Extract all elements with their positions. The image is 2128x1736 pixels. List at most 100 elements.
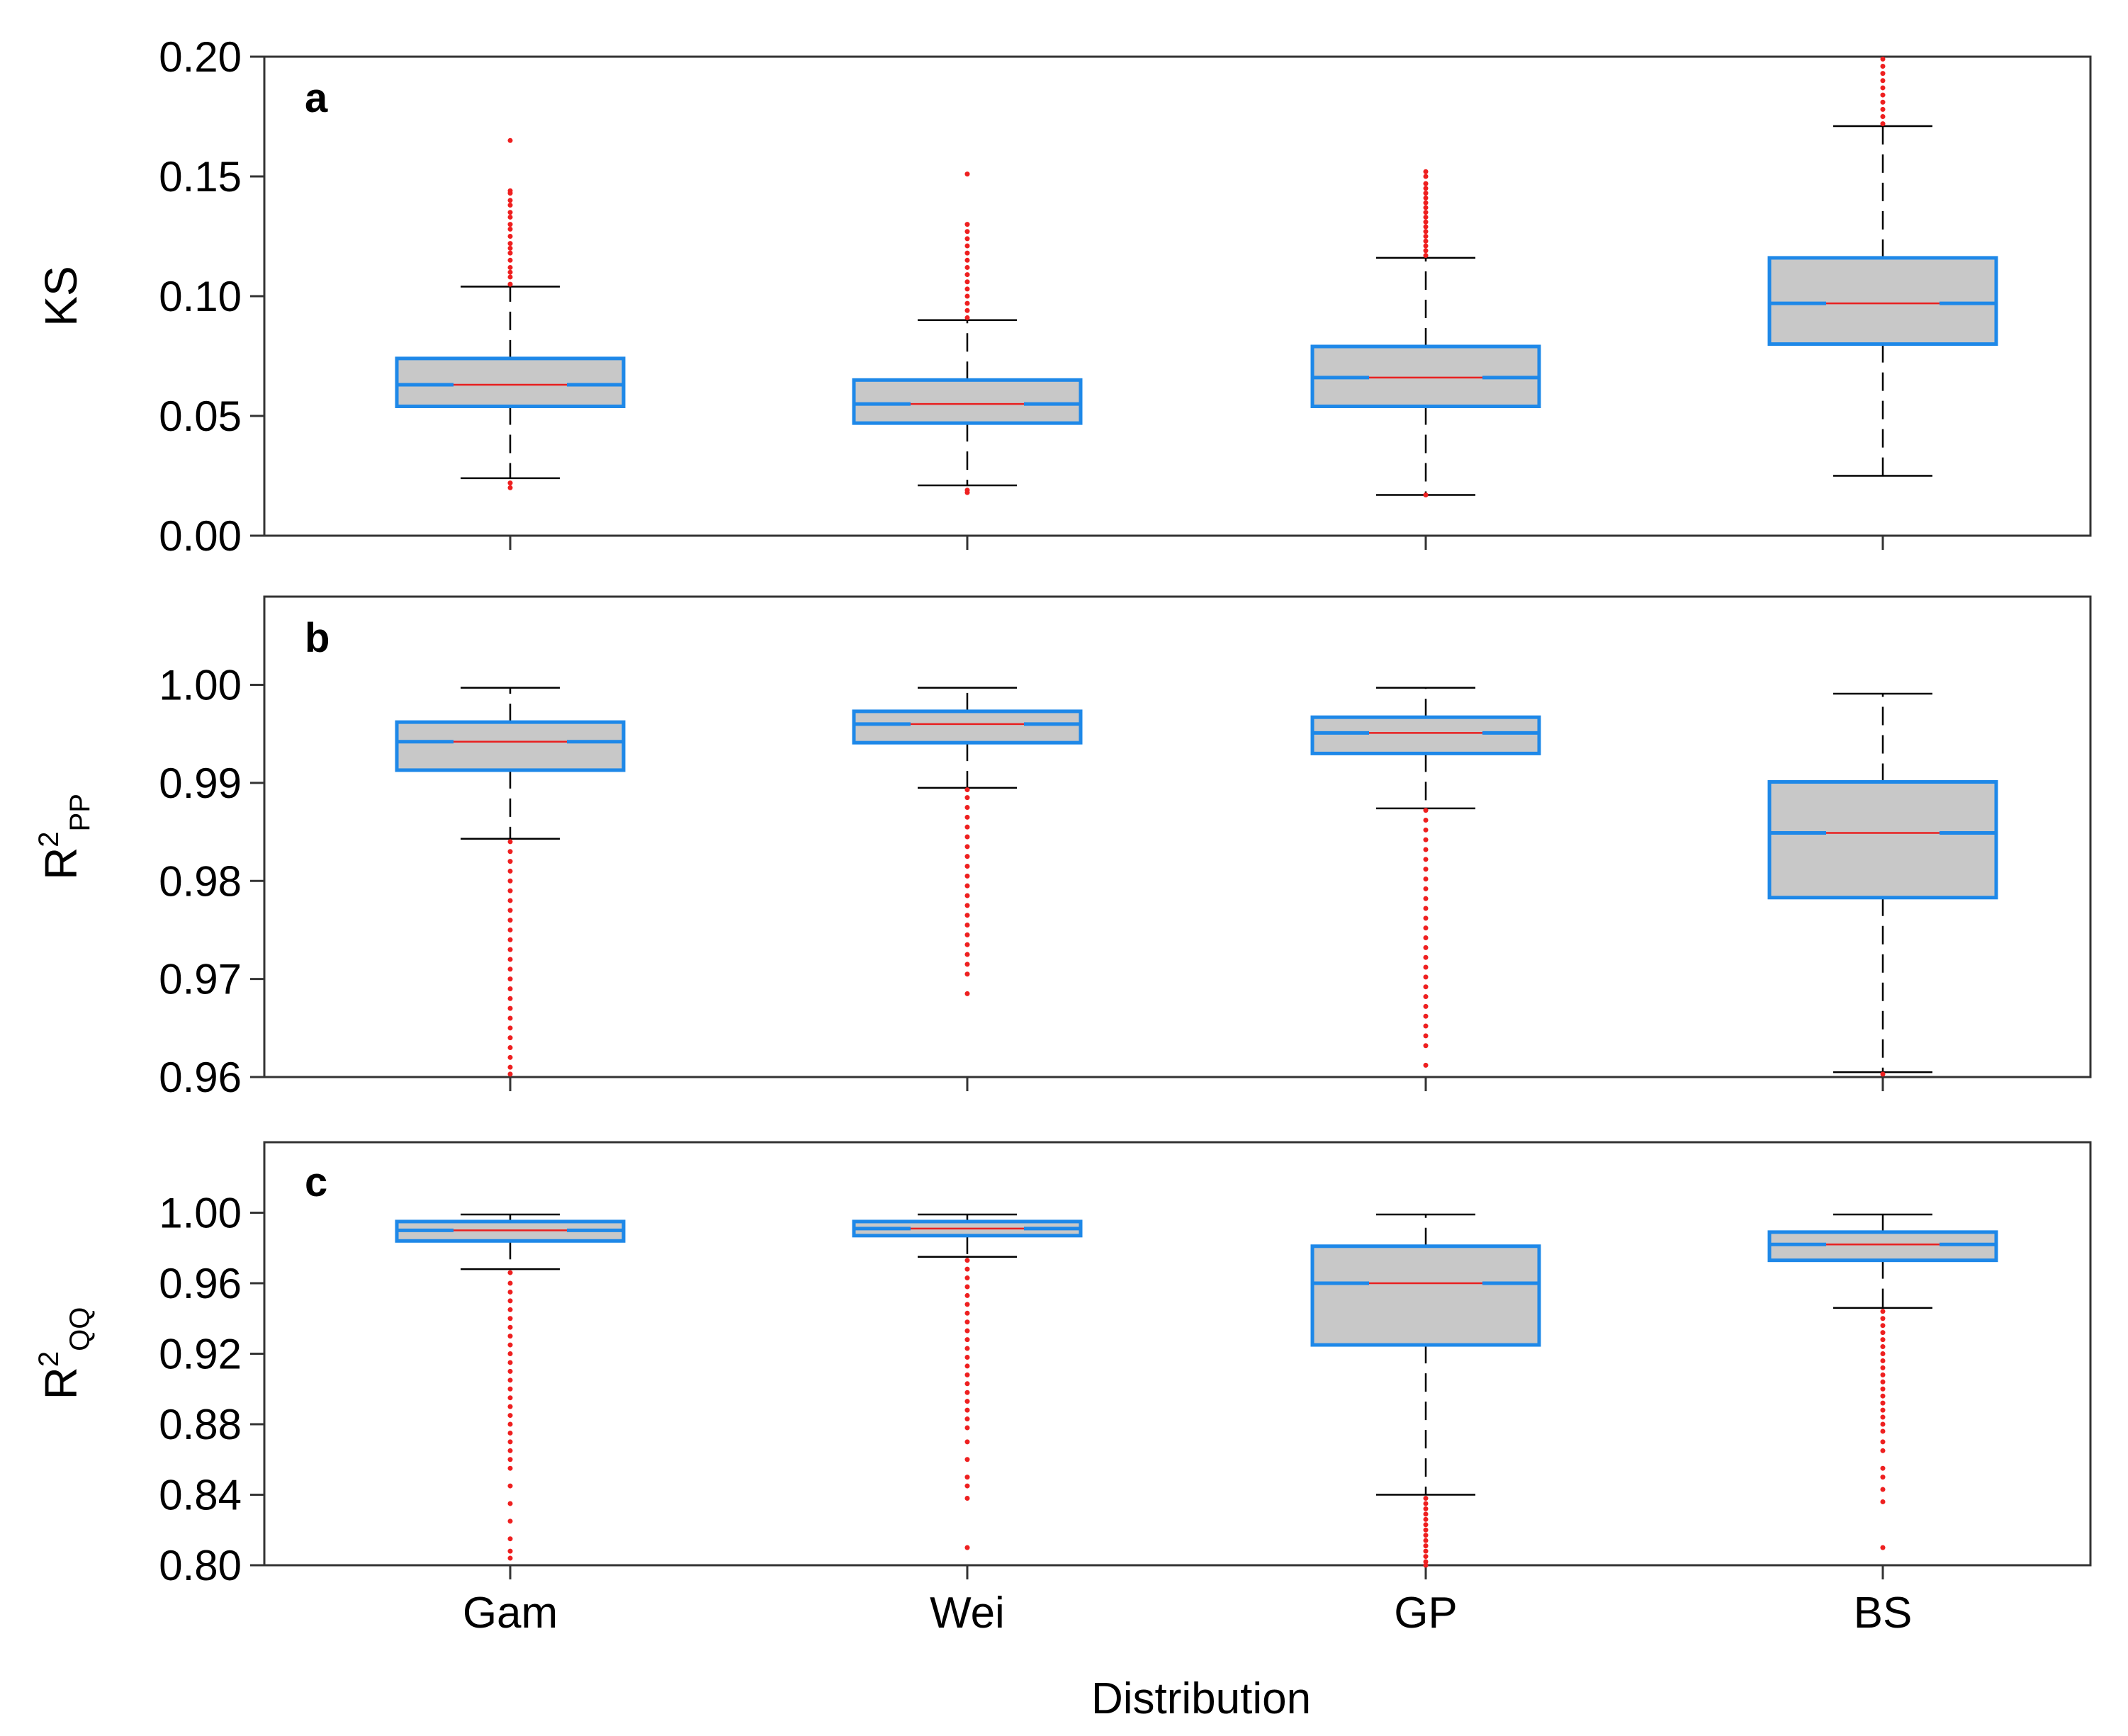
- outlier-point: [964, 913, 970, 918]
- outlier-point: [1880, 1316, 1886, 1321]
- outlier-point: [964, 971, 970, 977]
- outlier-point: [1423, 1554, 1429, 1560]
- outlier-point: [964, 243, 970, 249]
- outlier-point: [964, 236, 970, 242]
- panel-c-boxes: [395, 1213, 1998, 1579]
- panel-b-y-axis-label: R2PP: [33, 794, 96, 880]
- outlier-point: [1423, 817, 1429, 823]
- outlier-point: [1423, 945, 1429, 950]
- outlier-point: [1880, 1545, 1886, 1550]
- iqr-box: [852, 378, 1083, 425]
- outlier-point: [1423, 906, 1429, 911]
- outlier-point: [507, 1342, 513, 1348]
- outlier-point: [964, 991, 970, 996]
- outlier-point: [507, 214, 513, 220]
- outlier-point: [507, 1334, 513, 1339]
- box-gp: [1310, 1213, 1541, 1579]
- x-category-label: GP: [1394, 1589, 1458, 1638]
- outlier-point: [507, 1439, 513, 1445]
- outlier-point: [507, 1360, 513, 1365]
- outlier-point: [1423, 827, 1429, 833]
- outlier-point: [964, 834, 970, 840]
- panel-b-y-ticks: 0.96 0.97 0.98 0.99 1.00: [159, 662, 264, 1101]
- outlier-point: [507, 1270, 513, 1275]
- outlier-point: [507, 264, 513, 270]
- outlier-point: [964, 293, 970, 299]
- box-bs: [1767, 692, 1998, 1091]
- outlier-point: [964, 308, 970, 313]
- outlier-point: [507, 1368, 513, 1374]
- outlier-point: [507, 203, 513, 208]
- svg-text:R2QQ: R2QQ: [33, 1307, 96, 1400]
- outlier-point: [507, 868, 513, 874]
- outlier-point: [964, 903, 970, 908]
- outlier-point: [1423, 1559, 1429, 1565]
- box-wei: [852, 687, 1083, 1091]
- panel-b-ylabel-sub: PP: [64, 794, 96, 831]
- outlier-point: [1423, 186, 1429, 191]
- y-tick-label: 0.96: [159, 1054, 242, 1101]
- x-category-label: Gam: [463, 1589, 558, 1638]
- outlier-point: [1880, 56, 1886, 62]
- outlier-point: [1423, 1538, 1429, 1543]
- outlier-point: [1423, 1533, 1429, 1538]
- iqr-box: [852, 709, 1083, 745]
- panel-b: b R2PP 0.96 0.97 0.98 0.99 1.00: [33, 595, 2092, 1101]
- outlier-point: [1880, 1499, 1886, 1504]
- outlier-point: [964, 1266, 970, 1272]
- outlier-point: [964, 222, 970, 227]
- outlier-point: [964, 1337, 970, 1343]
- outlier-point: [1423, 954, 1429, 960]
- outlier-point: [507, 274, 513, 280]
- outlier-point: [507, 269, 513, 275]
- outlier-point: [1423, 915, 1429, 921]
- outlier-point: [1423, 1562, 1429, 1568]
- panel-a-boxes: [395, 56, 1998, 550]
- outlier-point: [1880, 1448, 1886, 1453]
- y-tick-label: 1.00: [159, 662, 242, 709]
- outlier-point: [507, 1483, 513, 1489]
- outlier-point: [1423, 234, 1429, 239]
- outlier-point: [964, 1310, 970, 1316]
- y-tick-label: 0.05: [159, 393, 242, 440]
- outlier-point: [507, 1298, 513, 1304]
- y-tick-label: 0.97: [159, 956, 242, 1003]
- outlier-point: [1880, 1071, 1886, 1077]
- outlier-point: [1880, 71, 1886, 77]
- outlier-point: [964, 315, 970, 320]
- outlier-point: [964, 272, 970, 278]
- outlier-point: [507, 908, 513, 913]
- iqr-box: [395, 720, 626, 772]
- outlier-point: [1880, 1400, 1886, 1406]
- outlier-point: [1423, 896, 1429, 901]
- outlier-point: [1880, 1407, 1886, 1413]
- outlier-point: [964, 854, 970, 859]
- panel-c: c R2QQ 0.80 0.84 0.88 0.92 0.96 1.00: [33, 1141, 2092, 1589]
- outlier-point: [1880, 1487, 1886, 1492]
- outlier-point: [964, 1475, 970, 1480]
- outlier-point: [1423, 808, 1429, 813]
- outlier-point: [964, 1284, 970, 1290]
- outlier-point: [507, 1289, 513, 1295]
- y-tick-label: 0.84: [159, 1472, 242, 1519]
- outlier-point: [507, 1421, 513, 1427]
- box-gp: [1310, 687, 1541, 1091]
- outlier-point: [964, 1354, 970, 1360]
- outlier-point: [1880, 1439, 1886, 1445]
- outlier-point: [1423, 253, 1429, 259]
- panel-c-ylabel-sub: QQ: [64, 1307, 96, 1351]
- outlier-point: [507, 878, 513, 884]
- outlier-point: [507, 1413, 513, 1419]
- outlier-point: [507, 1071, 513, 1077]
- outlier-point: [507, 1395, 513, 1401]
- outlier-point: [964, 257, 970, 263]
- outlier-point: [507, 898, 513, 903]
- panel-c-letter: c: [305, 1159, 327, 1205]
- outlier-point: [964, 1258, 970, 1263]
- outlier-point: [507, 986, 513, 991]
- outlier-point: [1423, 1003, 1429, 1009]
- outlier-point: [1880, 1344, 1886, 1350]
- outlier-point: [964, 1399, 970, 1404]
- outlier-point: [507, 1518, 513, 1524]
